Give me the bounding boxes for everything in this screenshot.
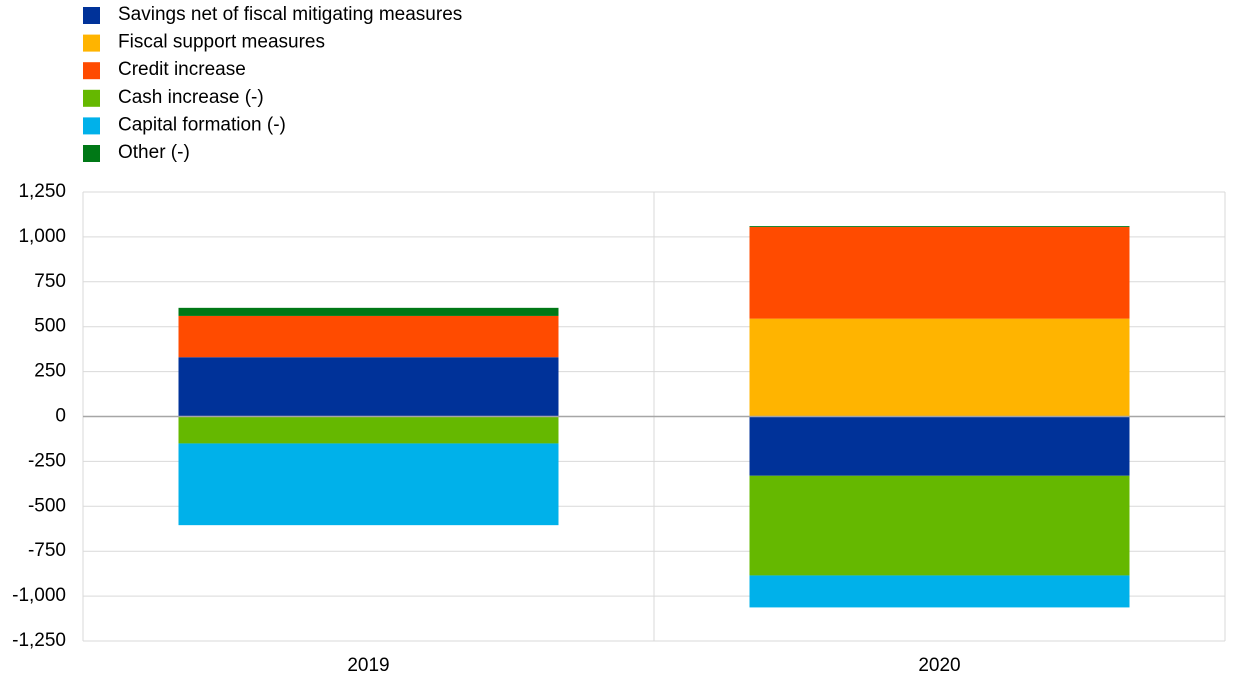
legend-label: Savings net of fiscal mitigating measure…: [118, 4, 462, 25]
bar-segment: [749, 475, 1130, 576]
y-tick-label: -500: [28, 495, 66, 516]
bar-segment: [749, 575, 1130, 608]
legend-swatch: [83, 7, 100, 24]
y-tick-label: 1,000: [18, 226, 66, 247]
legend-swatch: [83, 145, 100, 162]
y-tick-label: -1,250: [12, 630, 66, 651]
bar-segment: [178, 357, 559, 417]
x-tick-label: 2020: [918, 655, 960, 676]
bar-segment: [749, 226, 1130, 228]
bar-segment: [749, 416, 1130, 476]
legend-label: Credit increase: [118, 59, 246, 80]
y-tick-label: -1,000: [12, 585, 66, 606]
bar-segment: [749, 318, 1130, 417]
y-tick-label: -250: [28, 450, 66, 471]
legend-label: Other (-): [118, 142, 190, 163]
legend-swatch: [83, 34, 100, 52]
bar-segment: [178, 307, 559, 316]
legend-label: Capital formation (-): [118, 114, 286, 135]
x-tick-label: 2019: [347, 655, 389, 676]
bar-segment: [178, 416, 559, 444]
y-tick-label: 250: [34, 361, 66, 382]
legend-swatch: [83, 62, 100, 80]
bar-segment: [178, 315, 559, 358]
bar-segment: [749, 227, 1130, 319]
bar-segment: [178, 443, 559, 526]
y-tick-label: 1,250: [18, 181, 66, 202]
legend-label: Cash increase (-): [118, 87, 264, 108]
legend-swatch: [83, 89, 100, 107]
legend-label: Fiscal support measures: [118, 32, 325, 53]
y-tick-label: 0: [55, 406, 66, 427]
y-tick-label: -750: [28, 540, 66, 561]
y-tick-label: 500: [34, 316, 66, 337]
legend-swatch: [83, 117, 100, 135]
y-tick-label: 750: [34, 271, 66, 292]
